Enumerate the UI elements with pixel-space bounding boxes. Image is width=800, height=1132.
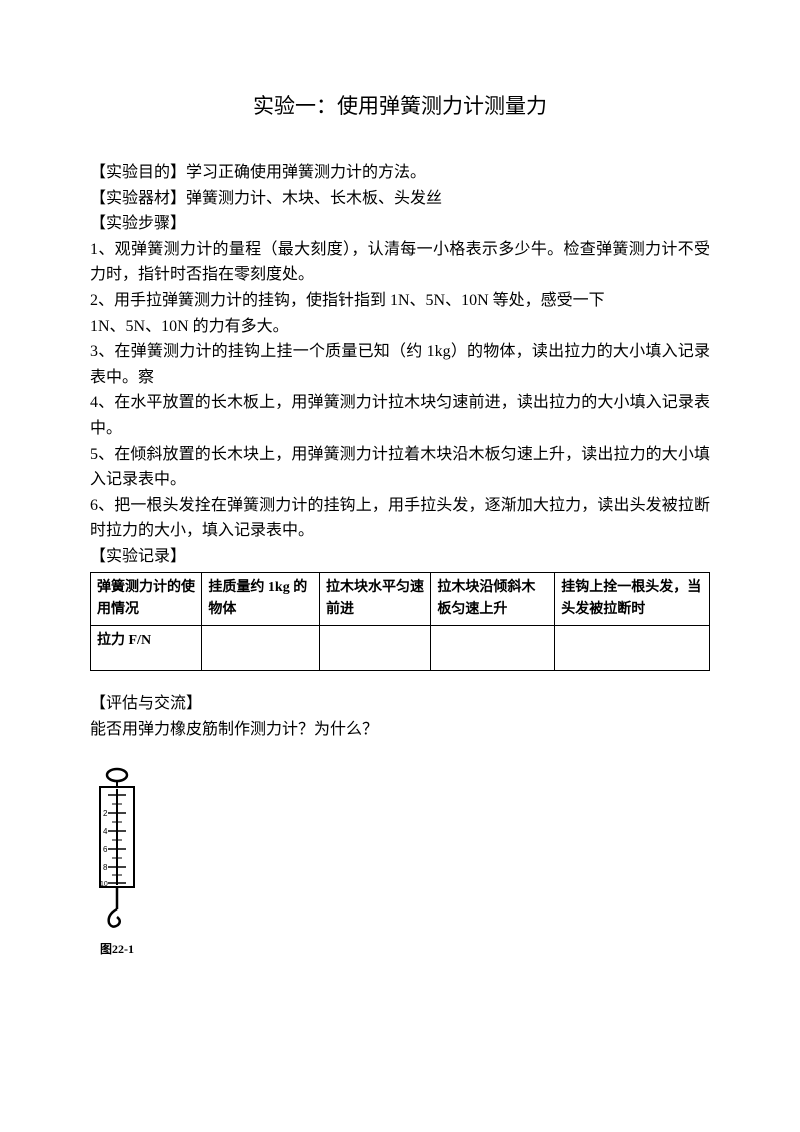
table-data-row: 拉力 F/N <box>91 626 710 671</box>
step-3: 3、在弹簧测力计的挂钩上挂一个质量已知（约 1kg）的物体，读出拉力的大小填入记… <box>90 339 710 390</box>
table-header-4: 拉木块沿倾斜木板匀速上升 <box>431 572 555 626</box>
step-6: 6、把一根头发拴在弹簧测力计的挂钩上，用手拉头发，逐渐加大拉力，读出头发被拉断时… <box>90 493 710 544</box>
objective-section: 【实验目的】学习正确使用弹簧测力计的方法。 <box>90 160 710 186</box>
table-row-label: 拉力 F/N <box>91 626 202 671</box>
step-1: 1、观弹簧测力计的量程（最大刻度），认清每一小格表示多少牛。检查弹簧测力计不受力… <box>90 237 710 288</box>
equipment-text: 弹簧测力计、木块、长木板、头发丝 <box>186 190 442 207</box>
spring-scale-icon: 2 4 6 8 10 <box>90 767 150 932</box>
table-header-1: 弹簧测力计的使用情况 <box>91 572 202 626</box>
equipment-label: 【实验器材】 <box>90 190 186 207</box>
evaluation-label: 【评估与交流】 <box>90 691 710 717</box>
table-header-3: 拉木块水平匀速前进 <box>320 572 431 626</box>
table-cell-3 <box>431 626 555 671</box>
step-2: 2、用手拉弹簧测力计的挂钩，使指针指到 1N、5N、10N 等处，感受一下 <box>90 288 710 314</box>
step-5: 5、在倾斜放置的长木块上，用弹簧测力计拉着木块沿木板匀速上升，读出拉力的大小填入… <box>90 442 710 493</box>
svg-text:2: 2 <box>103 809 108 818</box>
evaluation-question: 能否用弹力橡皮筋制作测力计？为什么？ <box>90 717 710 743</box>
equipment-section: 【实验器材】弹簧测力计、木块、长木板、头发丝 <box>90 186 710 212</box>
svg-text:4: 4 <box>103 827 108 836</box>
step-4: 4、在水平放置的长木板上，用弹簧测力计拉木块匀速前进，读出拉力的大小填入记录表中… <box>90 390 710 441</box>
record-table: 弹簧测力计的使用情况 挂质量约 1kg 的物体 拉木块水平匀速前进 拉木块沿倾斜… <box>90 572 710 672</box>
table-header-2: 挂质量约 1kg 的物体 <box>202 572 320 626</box>
record-table-container: 弹簧测力计的使用情况 挂质量约 1kg 的物体 拉木块水平匀速前进 拉木块沿倾斜… <box>90 572 710 672</box>
table-cell-4 <box>555 626 710 671</box>
table-header-5: 挂钩上拴一根头发，当头发被拉断时 <box>555 572 710 626</box>
table-cell-2 <box>320 626 431 671</box>
spring-scale-figure: 2 4 6 8 10 图22-1 <box>90 767 710 957</box>
objective-text: 学习正确使用弹簧测力计的方法。 <box>186 164 426 181</box>
record-label: 【实验记录】 <box>90 544 710 570</box>
svg-text:6: 6 <box>103 845 108 854</box>
table-cell-1 <box>202 626 320 671</box>
figure-caption: 图22-1 <box>100 940 710 957</box>
objective-label: 【实验目的】 <box>90 164 186 181</box>
document-title: 实验一：使用弹簧测力计测量力 <box>90 90 710 120</box>
steps-label: 【实验步骤】 <box>90 211 710 237</box>
svg-text:8: 8 <box>103 863 108 872</box>
svg-text:10: 10 <box>100 881 108 888</box>
table-header-row: 弹簧测力计的使用情况 挂质量约 1kg 的物体 拉木块水平匀速前进 拉木块沿倾斜… <box>91 572 710 626</box>
step-2b: 1N、5N、10N 的力有多大。 <box>90 314 710 340</box>
